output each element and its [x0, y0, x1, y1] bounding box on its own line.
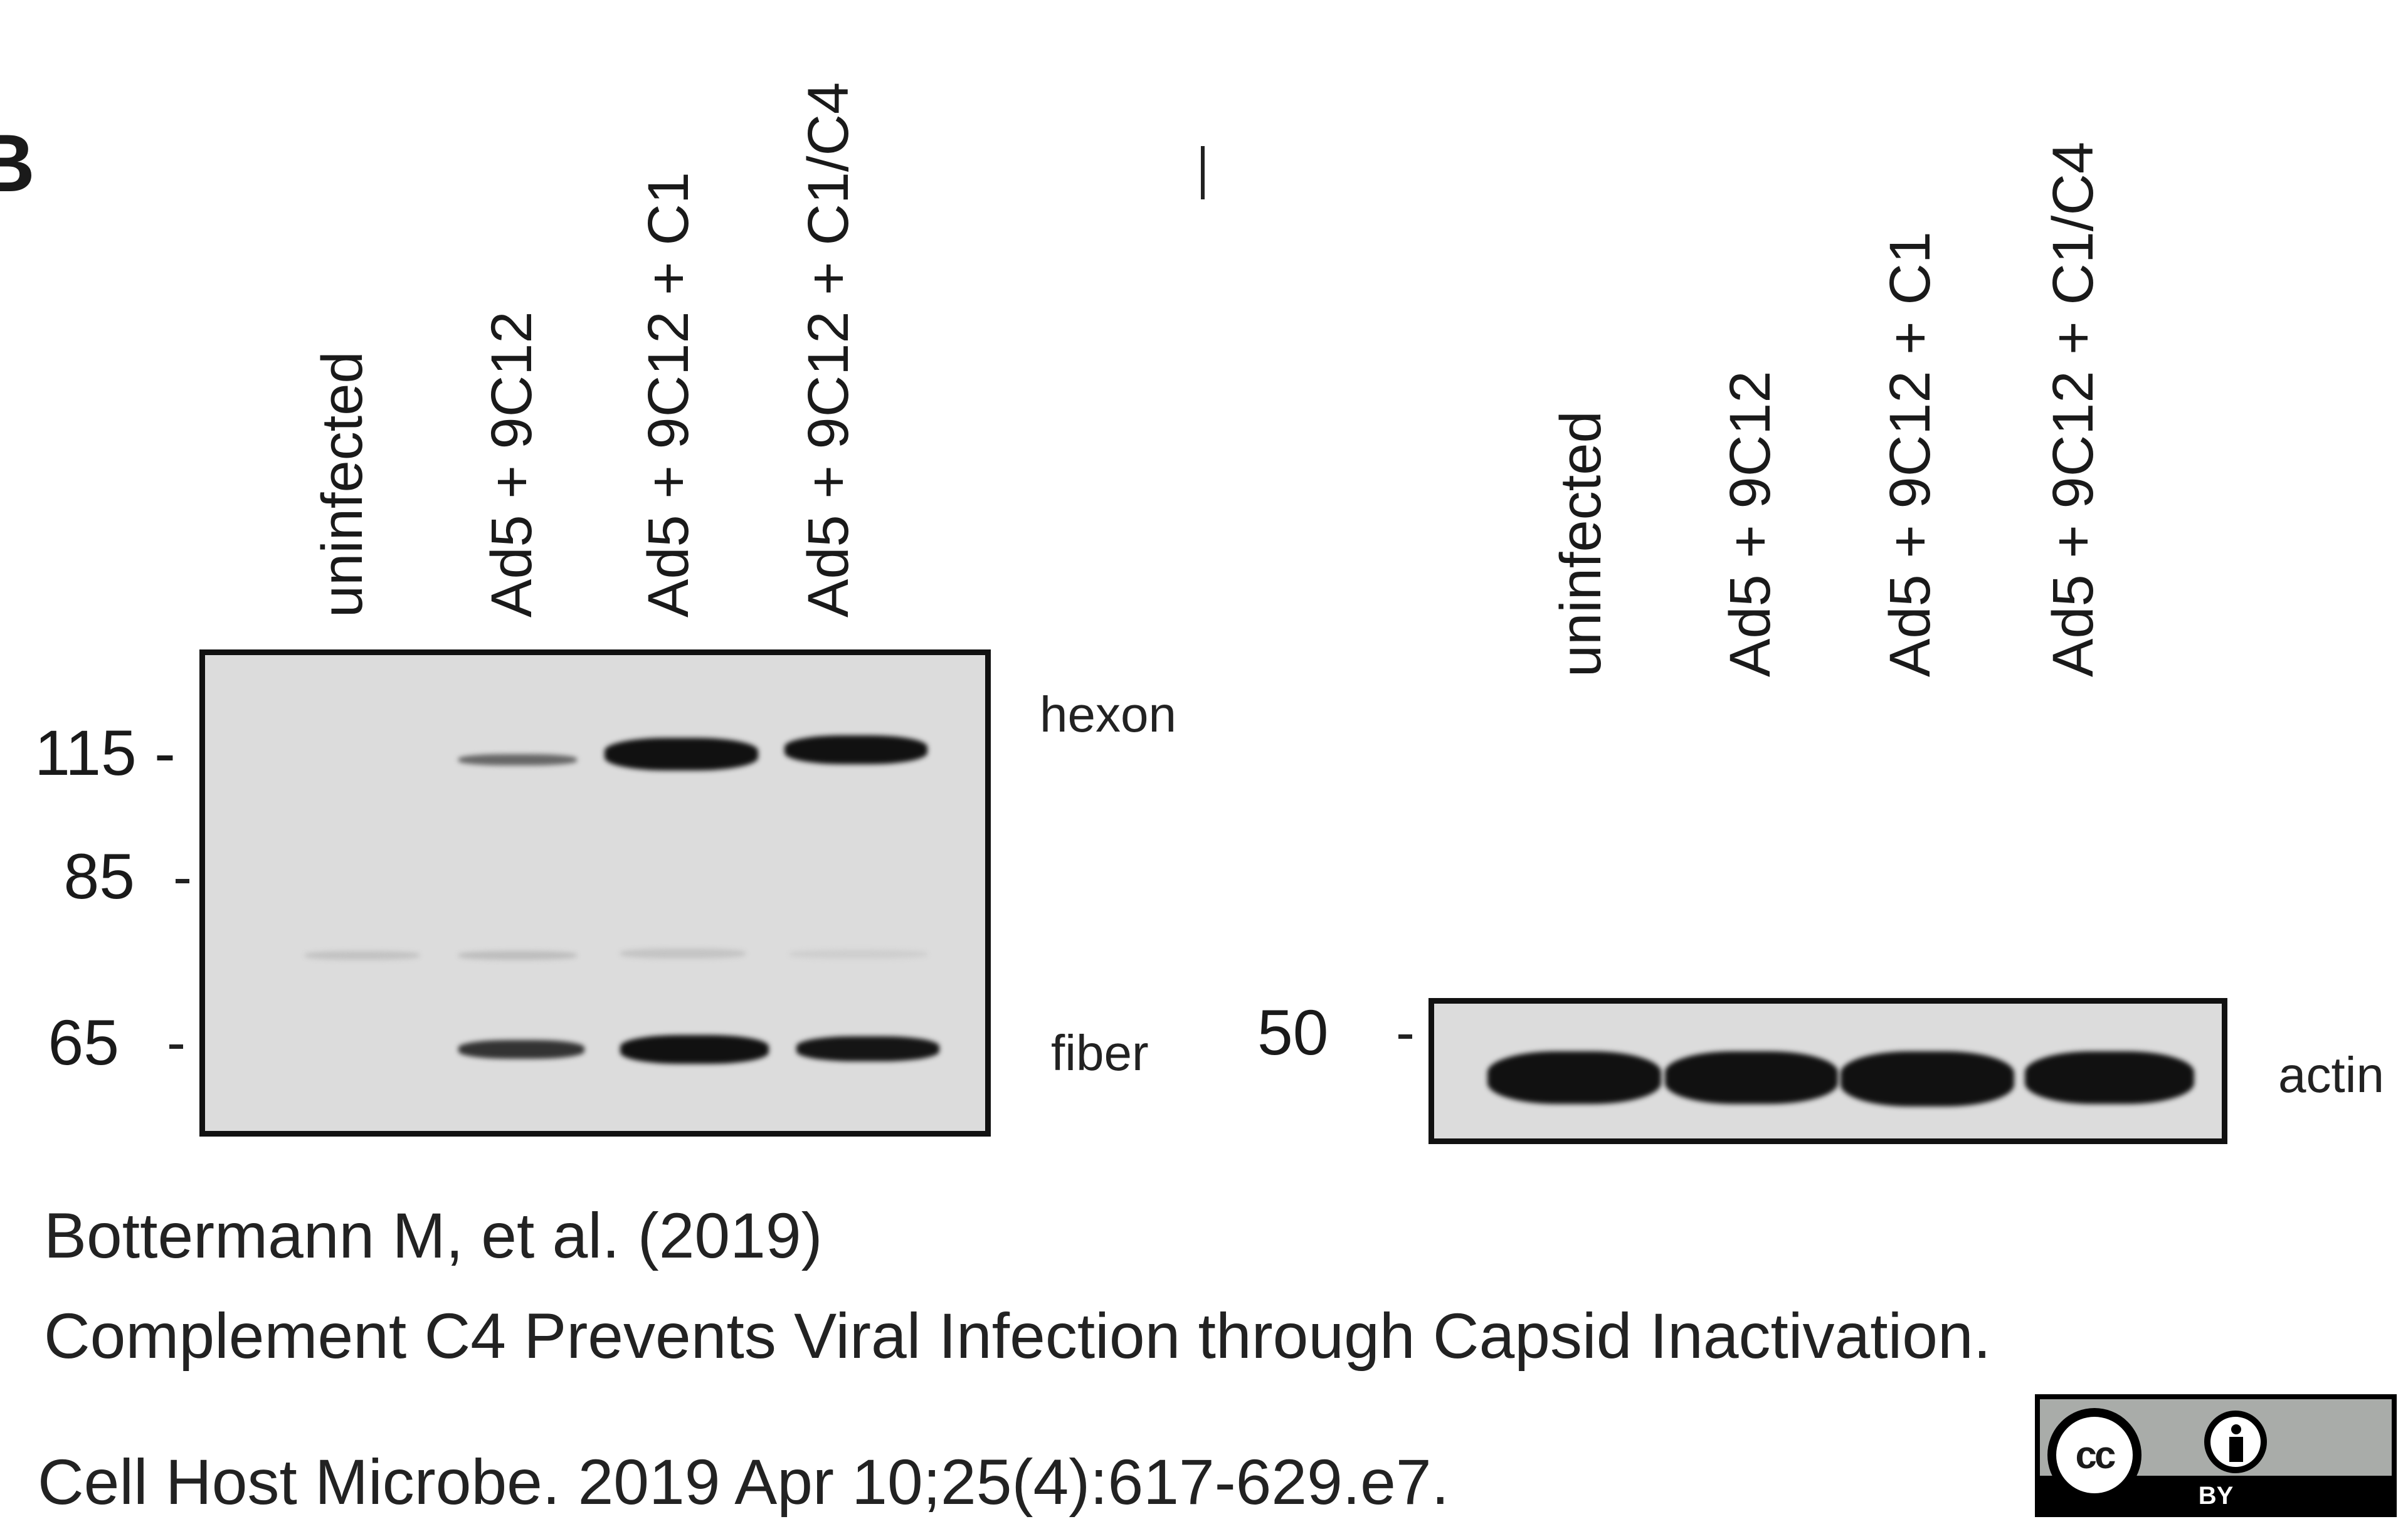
lane-label: Ad5 + 9C12 + C1/C4: [796, 81, 860, 617]
band-actin-lane4: [2025, 1051, 2194, 1104]
marker-tick: [176, 879, 189, 883]
band-faint-lane4: [789, 950, 927, 959]
band-fiber-lane3: [620, 1035, 769, 1064]
band-fiber-lane2: [458, 1040, 584, 1059]
western-blot-actin: [1428, 998, 2227, 1144]
lane-label: Ad5 + 9C12 + C1/C4: [2041, 141, 2105, 677]
lane-label: uninfected: [310, 351, 374, 617]
band-actin-lane3: [1840, 1051, 2014, 1106]
citation-authors: Bottermann M, et al. (2019): [44, 1200, 823, 1271]
marker-85: 85: [63, 841, 135, 912]
cc-icon: cc: [2047, 1408, 2141, 1502]
band-faint-lane1: [305, 951, 420, 960]
band-label-actin: actin: [2278, 1047, 2384, 1103]
marker-50: 50: [1257, 997, 1329, 1068]
panel-letter: B: [0, 117, 35, 209]
band-hexon-lane2: [458, 754, 577, 765]
marker-tick: [169, 1044, 183, 1049]
panel-divider: [1201, 146, 1205, 199]
band-faint-lane3: [620, 949, 746, 959]
marker-tick: [1398, 1034, 1412, 1039]
band-hexon-lane3: [605, 738, 758, 770]
band-actin-lane1: [1487, 1051, 1661, 1104]
western-blot-hexon-fiber: [199, 649, 991, 1137]
band-faint-lane2: [458, 951, 577, 960]
marker-65: 65: [48, 1007, 119, 1078]
by-label: BY: [2198, 1482, 2234, 1510]
cc-by-license-badge[interactable]: cc BY: [2035, 1394, 2397, 1517]
band-label-fiber: fiber: [1051, 1025, 1149, 1081]
citation-journal: Cell Host Microbe. 2019 Apr 10;25(4):617…: [38, 1446, 1449, 1518]
lane-label: uninfected: [1549, 411, 1613, 677]
marker-115: 115 -: [34, 717, 176, 789]
lane-label: Ad5 + 9C12: [1718, 370, 1782, 677]
band-actin-lane2: [1665, 1051, 1838, 1104]
band-fiber-lane4: [796, 1036, 939, 1061]
attribution-icon: [2204, 1411, 2267, 1473]
lane-label: Ad5 + 9C12: [480, 311, 544, 617]
citation-title: Complement C4 Prevents Viral Infection t…: [44, 1300, 1992, 1372]
lane-label: Ad5 + 9C12 + C1: [1878, 231, 1942, 677]
band-hexon-lane4: [784, 735, 927, 764]
lane-label: Ad5 + 9C12 + C1: [636, 172, 700, 617]
band-label-hexon: hexon: [1040, 686, 1176, 742]
